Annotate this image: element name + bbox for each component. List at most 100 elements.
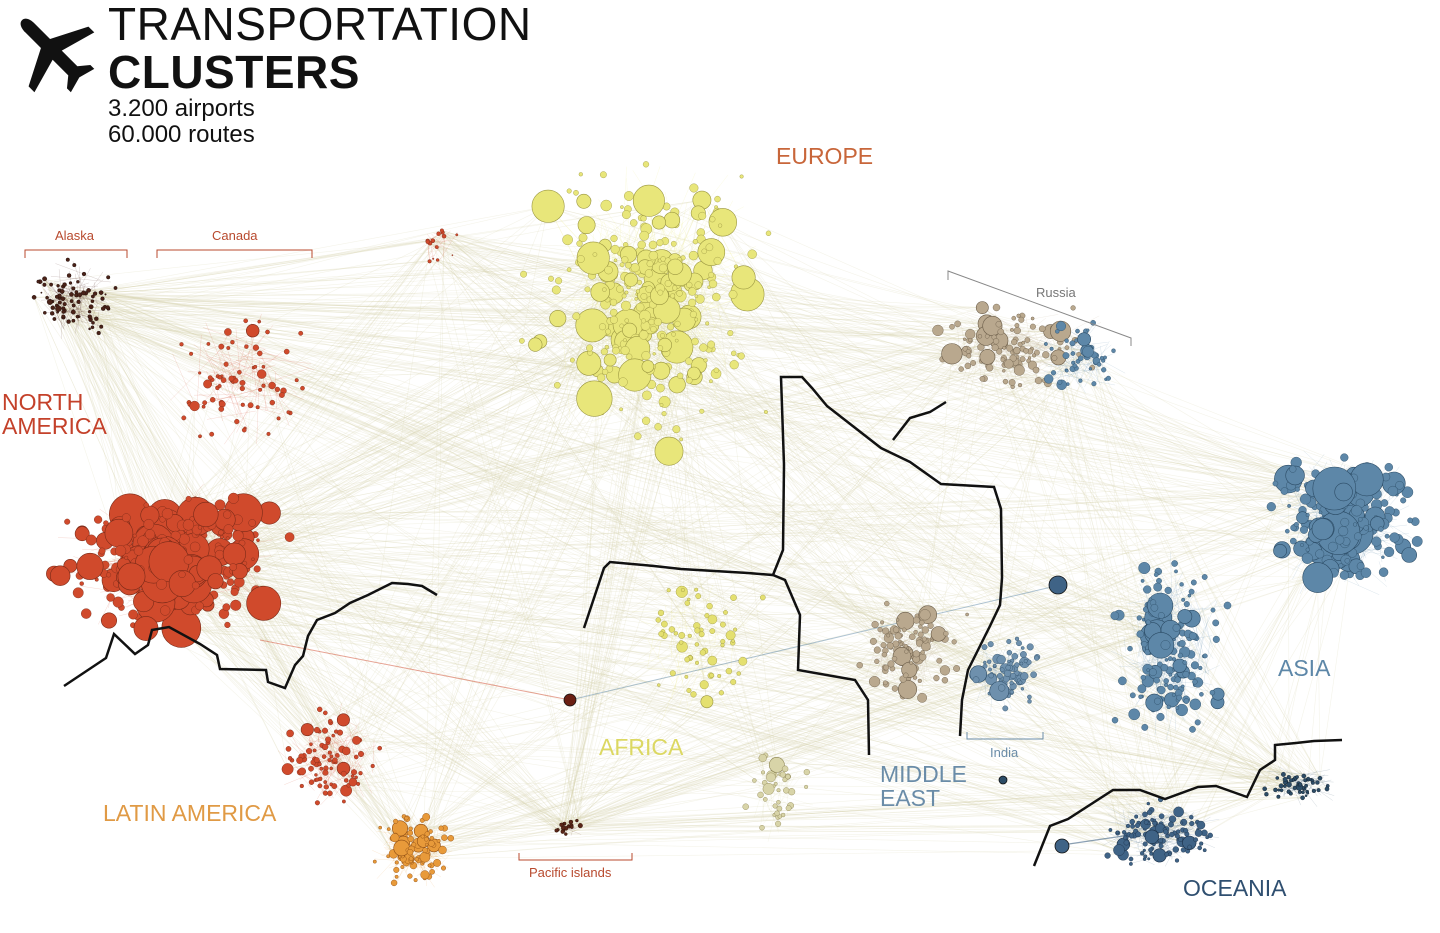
airport-node-middle-east bbox=[900, 643, 903, 646]
airport-node-india bbox=[1015, 663, 1020, 668]
airport-node-asia bbox=[1384, 547, 1394, 557]
airport-node-europe bbox=[699, 344, 707, 352]
airport-node-latin-america bbox=[395, 875, 398, 878]
airport-node-europe bbox=[585, 287, 590, 292]
airport-node-india bbox=[983, 661, 986, 664]
airport-node-oceania bbox=[1176, 830, 1180, 834]
airport-node-canada bbox=[189, 352, 193, 356]
airport-node-central-america bbox=[341, 771, 346, 776]
airport-node-europe bbox=[520, 271, 526, 277]
airport-node-europe bbox=[669, 376, 686, 393]
airport-node-africa bbox=[656, 618, 661, 623]
airport-node-russia-east bbox=[1070, 341, 1075, 346]
airport-node-europe bbox=[764, 410, 768, 414]
airport-node-north-america bbox=[133, 534, 137, 538]
airport-node-europe bbox=[702, 249, 707, 254]
airport-node-central-america bbox=[359, 771, 363, 775]
airport-node-europe bbox=[645, 270, 653, 278]
airport-node-africa-south bbox=[804, 785, 808, 789]
airport-node-oceania bbox=[1142, 812, 1147, 817]
airport-node-india bbox=[1010, 681, 1014, 685]
airport-node-middle-east bbox=[869, 676, 880, 687]
airport-node-europe bbox=[548, 276, 553, 281]
airport-node-europe bbox=[640, 231, 649, 240]
airport-node-africa bbox=[699, 632, 704, 637]
airport-node-europe bbox=[625, 291, 628, 294]
airport-node-oceania bbox=[1159, 814, 1164, 819]
airport-node-europe bbox=[532, 190, 564, 222]
airport-node-middle-east bbox=[920, 609, 931, 620]
airport-node-alaska bbox=[62, 315, 65, 318]
airport-node-europe bbox=[673, 426, 680, 433]
airport-node-africa-south bbox=[775, 821, 781, 827]
airport-node-central-america bbox=[296, 757, 303, 764]
airport-node-canada bbox=[240, 386, 245, 391]
airport-node-asia bbox=[1306, 513, 1310, 517]
airport-node-north-america bbox=[208, 574, 223, 589]
airport-node-india bbox=[993, 664, 996, 667]
airport-node-middle-east bbox=[940, 665, 950, 675]
airport-node-alaska bbox=[58, 301, 62, 305]
airport-node-europe bbox=[605, 329, 610, 334]
airport-node-asia bbox=[1340, 571, 1349, 580]
airport-node-latin-america bbox=[404, 816, 408, 820]
airport-node-central-america bbox=[323, 770, 329, 776]
airport-node-canada bbox=[287, 411, 290, 414]
airport-node-europe bbox=[621, 256, 628, 263]
airport-node-latin-america bbox=[420, 852, 430, 862]
airport-node-north-america bbox=[105, 519, 133, 547]
airport-node-canada bbox=[234, 419, 239, 424]
airport-node-europe bbox=[600, 172, 606, 178]
airport-node-latin-america bbox=[394, 867, 400, 873]
airport-node-russia bbox=[1065, 346, 1069, 350]
airport-node-se-asia bbox=[1189, 726, 1195, 732]
airport-node-europe bbox=[706, 244, 713, 251]
airport-node-africa-south bbox=[786, 805, 791, 810]
airport-node-russia bbox=[1042, 351, 1049, 358]
airport-node-africa-south bbox=[773, 804, 778, 809]
airport-node-middle-east bbox=[904, 644, 908, 648]
airport-node-latin-america bbox=[393, 819, 398, 824]
airport-node-canada bbox=[254, 365, 257, 368]
airport-node-central-america bbox=[322, 755, 326, 759]
airport-node-africa-south bbox=[752, 779, 756, 783]
airport-node-middle-east bbox=[937, 658, 942, 663]
airport-node-central-america bbox=[342, 800, 345, 803]
airport-node-russia-east bbox=[1087, 329, 1090, 332]
airport-node-alaska bbox=[63, 283, 67, 287]
airport-node-middle-east bbox=[922, 627, 929, 634]
airport-node-india bbox=[1010, 673, 1016, 679]
airport-node-alaska bbox=[72, 304, 75, 307]
airport-node-europe bbox=[704, 358, 708, 362]
airport-node-india bbox=[1004, 670, 1011, 677]
airport-node-latin-america bbox=[421, 835, 425, 839]
airport-node-europe bbox=[664, 212, 680, 228]
airport-node-north-america bbox=[115, 545, 126, 556]
airport-node-alaska bbox=[73, 263, 77, 267]
airport-node-se-asia bbox=[1130, 693, 1135, 698]
airport-node-north-america bbox=[160, 606, 170, 616]
airport-node-europe bbox=[714, 257, 722, 265]
airport-node-canada bbox=[257, 351, 262, 356]
airport-node-central-america bbox=[358, 751, 364, 757]
airport-node-north-america bbox=[134, 546, 143, 555]
airport-node-russia-east bbox=[1101, 367, 1106, 372]
airport-node-canada bbox=[224, 328, 231, 335]
airport-node-north-america bbox=[230, 564, 237, 571]
airport-node-middle-east bbox=[909, 650, 913, 654]
airport-node-russia bbox=[970, 360, 975, 365]
airport-node-se-asia bbox=[1137, 616, 1142, 621]
airport-node-se-asia bbox=[1168, 684, 1174, 690]
airport-node-latin-america bbox=[423, 848, 428, 853]
airport-node-canada bbox=[248, 403, 253, 408]
airport-node-europe bbox=[731, 351, 736, 356]
airport-node-europe bbox=[605, 266, 613, 274]
airport-node-africa bbox=[685, 657, 690, 662]
airport-node-india bbox=[1003, 706, 1008, 711]
airport-node-north-america bbox=[230, 600, 241, 611]
airport-node-africa bbox=[707, 603, 713, 609]
airport-node-africa-south bbox=[760, 825, 765, 830]
airport-node-se-asia bbox=[1176, 706, 1179, 709]
airport-node-oceania bbox=[1189, 815, 1193, 819]
airport-node-north-america bbox=[80, 582, 84, 586]
